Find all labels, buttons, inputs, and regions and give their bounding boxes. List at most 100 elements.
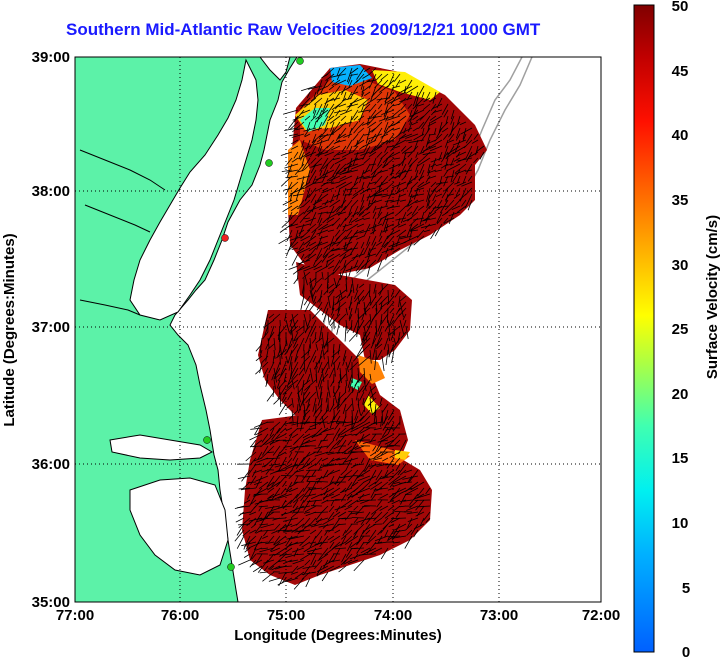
velocity-arrow [255, 355, 263, 362]
velocity-arrow [415, 511, 425, 517]
velocity-arrow [430, 163, 437, 168]
velocity-arrow [363, 307, 366, 315]
velocity-arrow [311, 433, 323, 438]
velocity-arrow [334, 79, 347, 86]
velocity-arrow [336, 223, 341, 230]
velocity-arrow [322, 493, 335, 499]
velocity-arrow [331, 247, 347, 252]
velocity-arrow [360, 241, 365, 249]
velocity-arrow [292, 499, 299, 509]
velocity-arrow [350, 427, 359, 433]
velocity-arrow [417, 487, 425, 497]
velocity-arrow [243, 535, 251, 550]
velocity-arrow [348, 301, 353, 309]
velocity-arrow [359, 169, 365, 183]
velocity-arrow [277, 379, 287, 390]
velocity-arrow [367, 115, 383, 120]
velocity-arrow [380, 415, 383, 427]
velocity-arrow [393, 541, 401, 544]
velocity-arrow [253, 457, 263, 462]
velocity-arrow [382, 517, 395, 530]
velocity-arrow [345, 535, 353, 543]
velocity-arrow [259, 361, 263, 374]
velocity-arrow [274, 493, 287, 500]
velocity-arrow [354, 409, 359, 421]
velocity-arrow [236, 523, 245, 536]
velocity-arrow [387, 343, 390, 358]
velocity-arrow [334, 529, 341, 534]
velocity-arrow [313, 355, 323, 370]
velocity-arrow [383, 103, 389, 117]
velocity-arrow [357, 127, 365, 134]
velocity-arrow [406, 211, 413, 217]
velocity-arrow [334, 109, 347, 114]
velocity-arrow [309, 367, 313, 382]
velocity-arrow [369, 469, 377, 482]
velocity-arrow [310, 163, 317, 174]
velocity-arrow [378, 115, 395, 122]
velocity-arrow [376, 181, 389, 188]
velocity-arrow [320, 439, 329, 442]
velocity-arrow [321, 427, 335, 433]
velocity-arrow [294, 529, 305, 533]
velocity-arrow [377, 529, 383, 536]
velocity-arrow [279, 427, 287, 434]
velocity-arrow [413, 133, 425, 141]
velocity-arrow [374, 91, 383, 100]
velocity-arrow [338, 103, 347, 107]
velocity-arrow [304, 325, 311, 333]
velocity-arrow [404, 469, 413, 474]
velocity-arrow [375, 469, 383, 481]
velocity-arrow [305, 241, 311, 248]
velocity-arrow [368, 151, 377, 158]
velocity-arrow [337, 361, 341, 371]
velocity-arrow [411, 121, 419, 126]
velocity-arrow [410, 481, 425, 491]
velocity-arrow [342, 415, 347, 427]
velocity-arrow [351, 379, 359, 393]
velocity-arrow [261, 433, 269, 443]
velocity-arrow [353, 115, 359, 121]
velocity-arrow [345, 547, 353, 558]
velocity-arrow [369, 163, 377, 166]
velocity-arrow [286, 535, 299, 540]
velocity-arrow [355, 505, 365, 516]
velocity-arrow [457, 115, 461, 125]
velocity-arrow [301, 157, 305, 167]
velocity-arrow [280, 523, 293, 530]
velocity-arrow [293, 109, 305, 123]
velocity-arrow [271, 475, 281, 487]
velocity-arrow [335, 133, 341, 141]
velocity-arrow [276, 475, 287, 487]
velocity-arrow [357, 475, 371, 482]
velocity-arrow [314, 331, 317, 339]
velocity-arrow [315, 109, 329, 120]
velocity-arrow [364, 133, 371, 136]
velocity-arrow [339, 271, 342, 278]
velocity-arrow [388, 493, 395, 498]
velocity-arrow [331, 457, 341, 462]
velocity-arrow [318, 205, 329, 210]
velocity-arrow [329, 445, 335, 453]
velocity-arrow [415, 499, 425, 511]
velocity-arrow [452, 139, 467, 146]
velocity-arrow [322, 247, 335, 259]
velocity-arrow [345, 265, 359, 272]
velocity-arrow [377, 157, 383, 167]
velocity-arrow [292, 193, 305, 197]
velocity-arrow [393, 73, 401, 82]
velocity-arrow [388, 175, 395, 182]
velocity-arrow [259, 571, 269, 574]
velocity-arrow [351, 193, 359, 200]
velocity-arrow [417, 181, 425, 188]
velocity-arrow [245, 451, 257, 462]
velocity-arrow [327, 451, 341, 455]
velocity-arrow [268, 577, 281, 582]
velocity-arrow [304, 427, 311, 434]
velocity-arrow [386, 151, 401, 160]
velocity-arrow [291, 409, 294, 424]
velocity-arrow [278, 457, 287, 472]
velocity-arrow [291, 421, 305, 426]
velocity-arrow [358, 211, 365, 217]
